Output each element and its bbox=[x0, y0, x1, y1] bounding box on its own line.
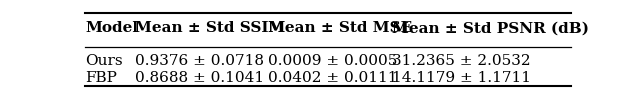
Text: 0.8688 ± 0.1041: 0.8688 ± 0.1041 bbox=[134, 72, 264, 85]
Text: Mean ± Std MSE: Mean ± Std MSE bbox=[269, 21, 413, 35]
Text: 14.1179 ± 1.1711: 14.1179 ± 1.1711 bbox=[392, 72, 531, 85]
Text: 31.2365 ± 2.0532: 31.2365 ± 2.0532 bbox=[392, 54, 531, 68]
Text: 0.0009 ± 0.0005: 0.0009 ± 0.0005 bbox=[269, 54, 398, 68]
Text: Mean ± Std SSIM: Mean ± Std SSIM bbox=[134, 21, 285, 35]
Text: Mean ± Std PSNR (dB): Mean ± Std PSNR (dB) bbox=[392, 21, 589, 35]
Text: 0.0402 ± 0.0111: 0.0402 ± 0.0111 bbox=[269, 72, 398, 85]
Text: 0.9376 ± 0.0718: 0.9376 ± 0.0718 bbox=[134, 54, 264, 68]
Text: Ours: Ours bbox=[85, 54, 123, 68]
Text: FBP: FBP bbox=[85, 72, 117, 85]
Text: Model: Model bbox=[85, 21, 138, 35]
